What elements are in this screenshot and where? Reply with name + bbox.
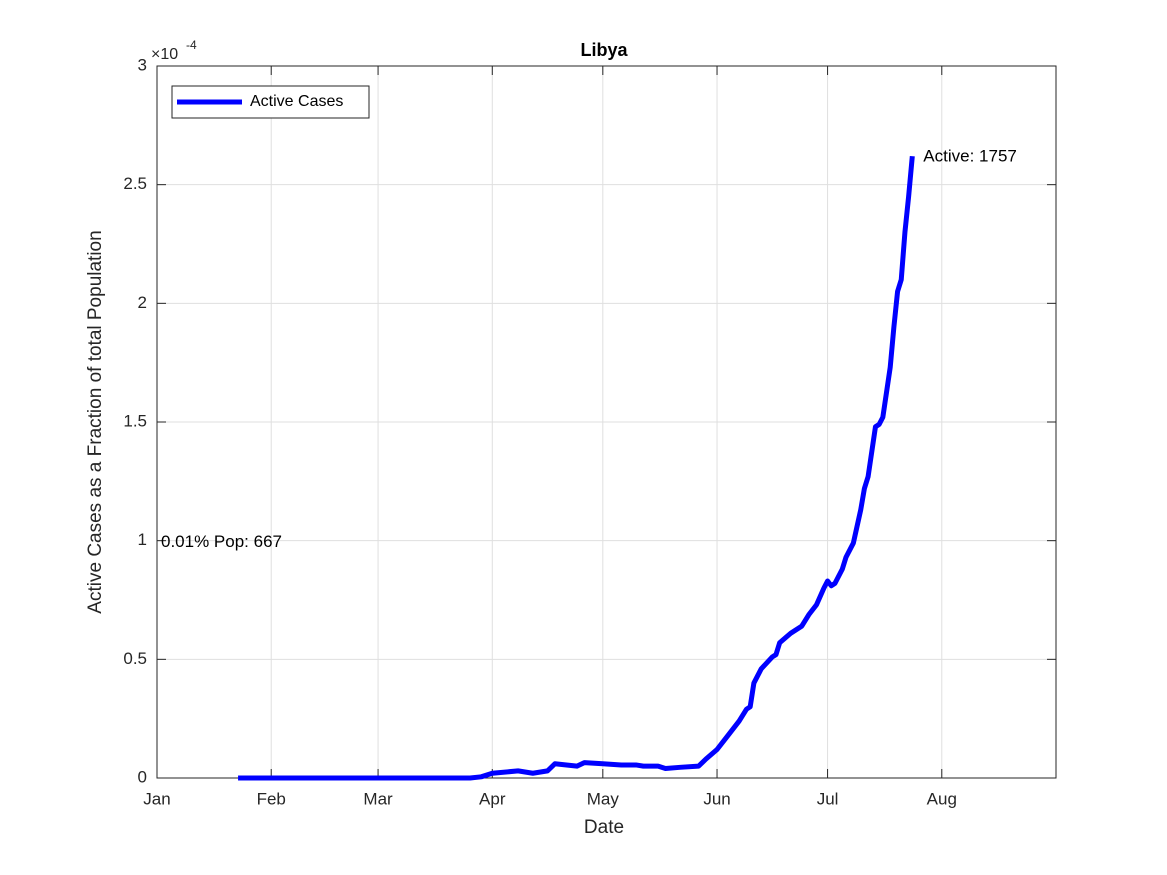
x-tick-label: Jun [703, 789, 730, 808]
legend-label: Active Cases [250, 93, 343, 110]
x-tick-label: Apr [479, 789, 506, 808]
x-tick-label: Mar [363, 789, 393, 808]
x-tick-label: Aug [927, 789, 957, 808]
x-tick-label: Jul [817, 789, 839, 808]
x-tick-label: Jan [143, 789, 170, 808]
y-tick-label: 2 [138, 293, 147, 312]
y-tick-label: 2.5 [123, 174, 147, 193]
data-line [238, 155, 915, 781]
x-axis-label: Date [584, 817, 624, 838]
chart-title: Libya [580, 40, 628, 60]
y-tick-label: 3 [138, 55, 147, 74]
y-tick-label: 0 [138, 767, 147, 786]
y-multiplier-exponent: -4 [186, 38, 197, 52]
y-multiplier: ×10 [151, 46, 178, 63]
y-tick-label: 0.5 [123, 649, 147, 668]
x-tick-label: Feb [257, 789, 286, 808]
y-tick-label: 1 [138, 530, 147, 549]
annotation: 0.01% Pop: 667 [161, 532, 282, 551]
y-tick-label: 1.5 [123, 411, 147, 430]
annotation: Active: 1757 [923, 147, 1017, 166]
y-axis-label: Active Cases as a Fraction of total Popu… [85, 230, 106, 613]
x-tick-label: May [587, 789, 620, 808]
axes-box [156, 65, 1057, 779]
